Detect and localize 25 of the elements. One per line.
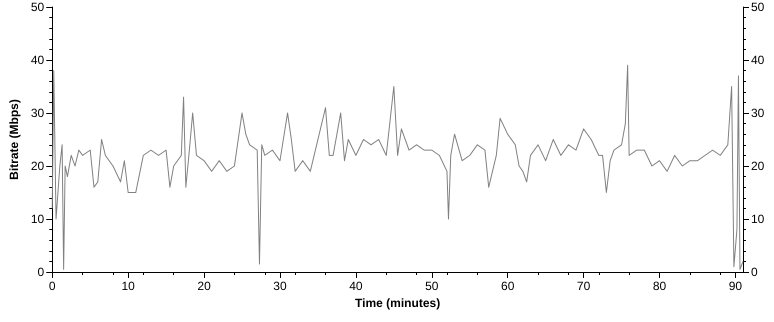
y-tick-label: 50 bbox=[30, 0, 45, 14]
y-axis-title: Bitrate (Mbps) bbox=[7, 99, 21, 180]
x-tick-label: 80 bbox=[652, 279, 666, 293]
x-tick-label: 60 bbox=[501, 279, 515, 293]
x-tick-label: 50 bbox=[425, 279, 439, 293]
y-tick-label: 20 bbox=[30, 159, 45, 173]
x-tick-label: 0 bbox=[48, 279, 56, 293]
line-series bbox=[52, 64, 744, 270]
y2-tick-label: 40 bbox=[751, 53, 765, 67]
x-tick-label: 40 bbox=[349, 279, 363, 293]
x-tick-label: 20 bbox=[197, 279, 212, 293]
x-tick-label: 70 bbox=[576, 279, 591, 293]
y2-tick-label: 10 bbox=[751, 212, 765, 226]
y2-tick-label: 0 bbox=[751, 265, 758, 279]
y-tick-label: 10 bbox=[30, 212, 45, 226]
x-tick-label: 30 bbox=[273, 279, 287, 293]
y2-tick-label: 30 bbox=[751, 106, 765, 120]
y2-tick-label: 20 bbox=[751, 159, 765, 173]
y-tick-label: 0 bbox=[38, 265, 45, 279]
x-axis-title: Time (minutes) bbox=[355, 296, 440, 310]
y-tick-label: 40 bbox=[30, 53, 45, 67]
y-tick-label: 30 bbox=[30, 106, 45, 120]
x-tick-label: 90 bbox=[728, 279, 742, 293]
x-tick-label: 10 bbox=[121, 279, 136, 293]
y2-tick-label: 50 bbox=[751, 0, 765, 14]
